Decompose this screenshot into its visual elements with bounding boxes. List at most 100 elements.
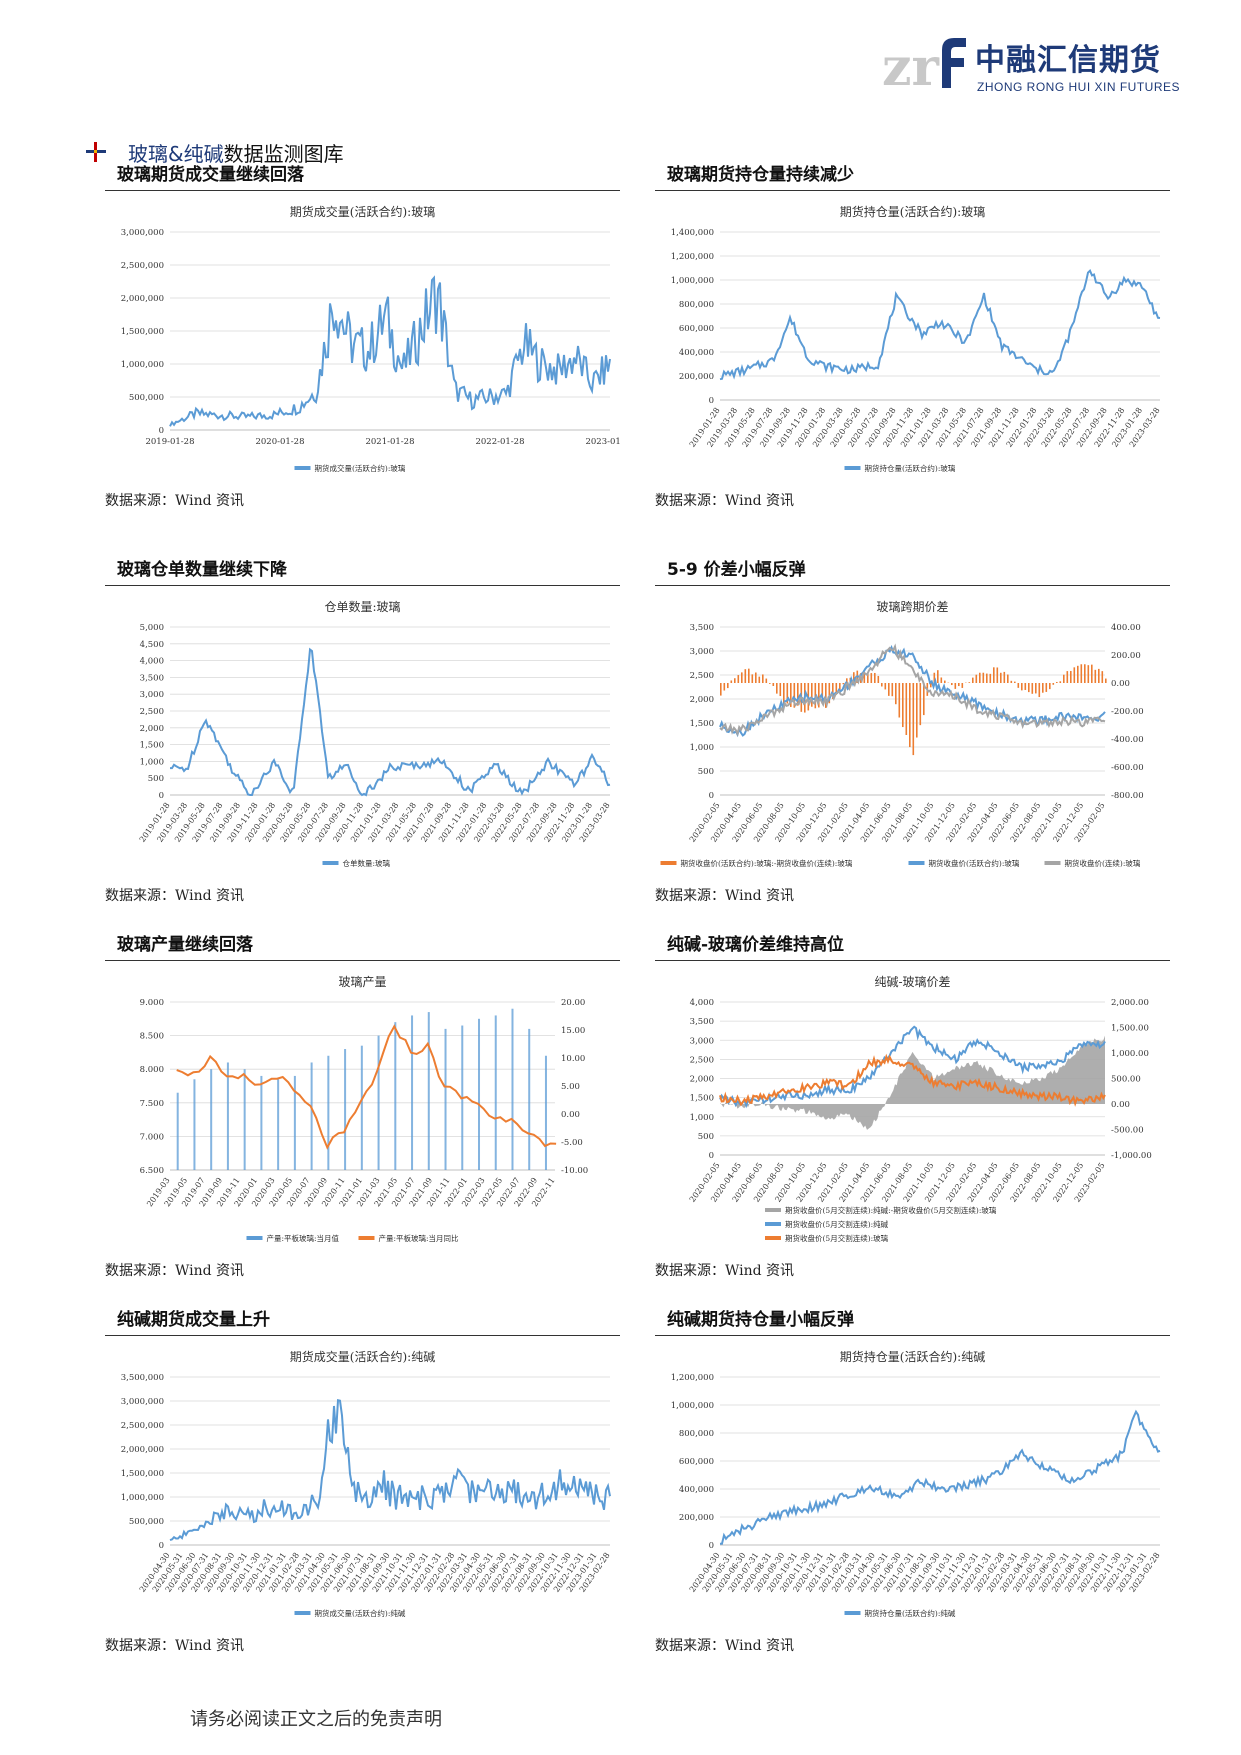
source-note: 数据来源：Wind 资讯 <box>655 493 795 509</box>
spread-bar <box>1017 683 1020 688</box>
bar <box>243 1069 246 1170</box>
legend-label: 仓单数量:玻璃 <box>343 858 391 868</box>
x-tick-label: 2019-01-28 <box>145 437 194 447</box>
chart-svg: 玻璃产量 6.500 7.000 7.500 8.000 8.500 9.000 -10.00… <box>140 975 589 1243</box>
y-tick-label: 4,500 <box>140 640 164 650</box>
spread-bar <box>1035 683 1037 694</box>
legend-label: 产量:平板玻璃:当月值 <box>267 1233 340 1243</box>
spread-bar <box>937 670 939 683</box>
bar <box>293 1075 296 1170</box>
y-tick-label-right: 15.00 <box>561 1026 585 1036</box>
bar <box>327 1055 330 1170</box>
bar <box>411 1015 414 1170</box>
spread-bar <box>909 683 911 748</box>
footer-disclaimer: 请务必阅读正文之后的免责声明 <box>190 1709 442 1730</box>
bar <box>344 1049 347 1170</box>
legend-swatch <box>765 1208 781 1212</box>
divider <box>105 960 620 961</box>
bar <box>544 1055 547 1170</box>
y-tick-label-right: -500.00 <box>1111 1126 1144 1136</box>
y-tick-label: 3,500,000 <box>121 1373 164 1383</box>
spread-bar <box>790 683 792 707</box>
spread-bar <box>1000 672 1002 683</box>
legend-swatch <box>322 861 339 865</box>
spread-bar <box>1049 683 1051 690</box>
legend-swatch <box>1044 861 1061 865</box>
chart-soda-open-interest: 期货持仓量(活跃合约):纯碱 0 200,000 400,000 600,000 800,… <box>655 1345 1170 1630</box>
bar <box>478 1018 481 1170</box>
y-tick-label: 2,500,000 <box>121 1421 164 1431</box>
spread-bar <box>863 672 866 683</box>
y-tick-label: 1,000,000 <box>121 360 164 370</box>
spread-bar <box>923 683 925 716</box>
spread-bar <box>919 683 922 726</box>
legend-swatch <box>246 1236 263 1240</box>
y-tick-label: 500,000 <box>129 1517 164 1527</box>
panel-glass-warrants: 玻璃仓单数量继续下降 仓单数量:玻璃 0 500 1,000 1,500 2,000 2,5… <box>105 555 620 904</box>
y-tick-label-right: 1,000.00 <box>1111 1049 1149 1059</box>
spread-bar <box>961 683 964 688</box>
spread-bar <box>779 683 782 697</box>
company-logo: zr 中融汇信期货 ZHONG RONG HUI XIN FUTURES <box>880 25 1180 100</box>
spread-bar <box>797 683 799 706</box>
y-tick-label: 400,000 <box>679 1485 714 1495</box>
y-tick-label: 2,500,000 <box>121 261 164 271</box>
chart-svg: 期货成交量(活跃合约):玻璃 0 500,000 1,000,000 1,500,000… <box>121 204 635 473</box>
spread-bar <box>916 683 918 738</box>
y-tick-label-right: 0.00 <box>561 1110 580 1120</box>
chart-svg: 期货持仓量(活跃合约):玻璃 0 200,000 400,000 600,000 800,… <box>671 204 1162 473</box>
spread-bar <box>996 667 999 683</box>
panel-title: 纯碱期货持仓量小幅反弹 <box>667 1310 854 1330</box>
bar <box>193 1079 196 1170</box>
spread-bar <box>741 672 743 683</box>
divider <box>105 585 620 586</box>
y-tick-label-right: -600.00 <box>1111 763 1144 773</box>
y-tick-label: 2,000,000 <box>121 1445 164 1455</box>
bar <box>494 1015 497 1170</box>
spread-bar <box>902 683 904 728</box>
chart-title: 期货成交量(活跃合约):纯碱 <box>290 1349 435 1364</box>
spread-bar <box>1066 671 1069 683</box>
bar <box>260 1075 263 1170</box>
y-tick-label: 3,000 <box>690 647 714 657</box>
y-tick-label: 2,000,000 <box>121 294 164 304</box>
y-tick-label-right: 20.00 <box>561 998 585 1008</box>
spread-bar <box>723 683 726 691</box>
y-tick-label-right: 0.00 <box>1111 679 1130 689</box>
chart-soda-glass-spread: 纯碱-玻璃价差 0 500 1,000 1,500 2,000 2,500 3,000 3,50… <box>655 970 1170 1255</box>
y-tick-label-right: -10.00 <box>561 1166 588 1176</box>
legend-swatch <box>844 1611 861 1615</box>
panel-title: 玻璃仓单数量继续下降 <box>117 560 287 580</box>
y-tick-label: 400,000 <box>679 348 714 358</box>
spread-bar <box>1073 667 1076 683</box>
chart-glass-calendar-spread: 玻璃跨期价差 0 500 1,000 1,500 2,000 2,500 3,000 3,500… <box>655 595 1170 880</box>
panel-soda-volume: 纯碱期货成交量上升 期货成交量(活跃合约):纯碱 0 500,000 1,000,00… <box>105 1305 620 1654</box>
chart-title: 期货持仓量(活跃合约):纯碱 <box>840 1349 985 1364</box>
panel-glass-calendar-spread: 5-9 价差小幅反弹 玻璃跨期价差 0 500 1,000 1,500 2,000 2,50… <box>655 555 1170 904</box>
spread-bar <box>1105 678 1107 683</box>
spread-bar <box>1077 665 1079 683</box>
chart-svg: 纯碱-玻璃价差 0 500 1,000 1,500 2,000 2,500 3,000 3,50… <box>688 975 1152 1243</box>
chart-svg: 玻璃跨期价差 0 500 1,000 1,500 2,000 2,500 3,000 3,500… <box>660 600 1144 868</box>
spread-bar <box>814 683 817 709</box>
y-tick-label-right: 0.00 <box>1111 1100 1130 1110</box>
spread-bar <box>755 672 757 683</box>
y-tick-label: 1,400,000 <box>671 228 714 238</box>
spread-bar <box>737 675 740 683</box>
source-note: 数据来源：Wind 资讯 <box>105 888 245 904</box>
spread-bar <box>765 678 768 683</box>
spread-bar <box>811 683 813 707</box>
spread-bar <box>874 672 876 683</box>
panel-glass-volume: 玻璃期货成交量继续回落 期货成交量(活跃合约):玻璃 0 500,000 1,000,… <box>105 160 635 509</box>
spread-bar <box>842 683 845 685</box>
panel-soda-open-interest: 纯碱期货持仓量小幅反弹 期货持仓量(活跃合约):纯碱 0 200,000 400,00… <box>655 1305 1170 1654</box>
y-tick-label: 1,000 <box>690 1113 714 1123</box>
y-tick-label: 1,500 <box>690 1094 714 1104</box>
source-note: 数据来源：Wind 资讯 <box>105 1638 245 1654</box>
legend-label: 期货持仓量(活跃合约):玻璃 <box>865 463 956 473</box>
y-tick-label: 2,000 <box>690 695 714 705</box>
y-tick-label: 0 <box>159 1541 164 1551</box>
spread-bar <box>793 683 796 708</box>
legend-label: 期货收盘价(活跃合约):玻璃 <box>929 858 1020 868</box>
spread-bar <box>751 674 754 683</box>
